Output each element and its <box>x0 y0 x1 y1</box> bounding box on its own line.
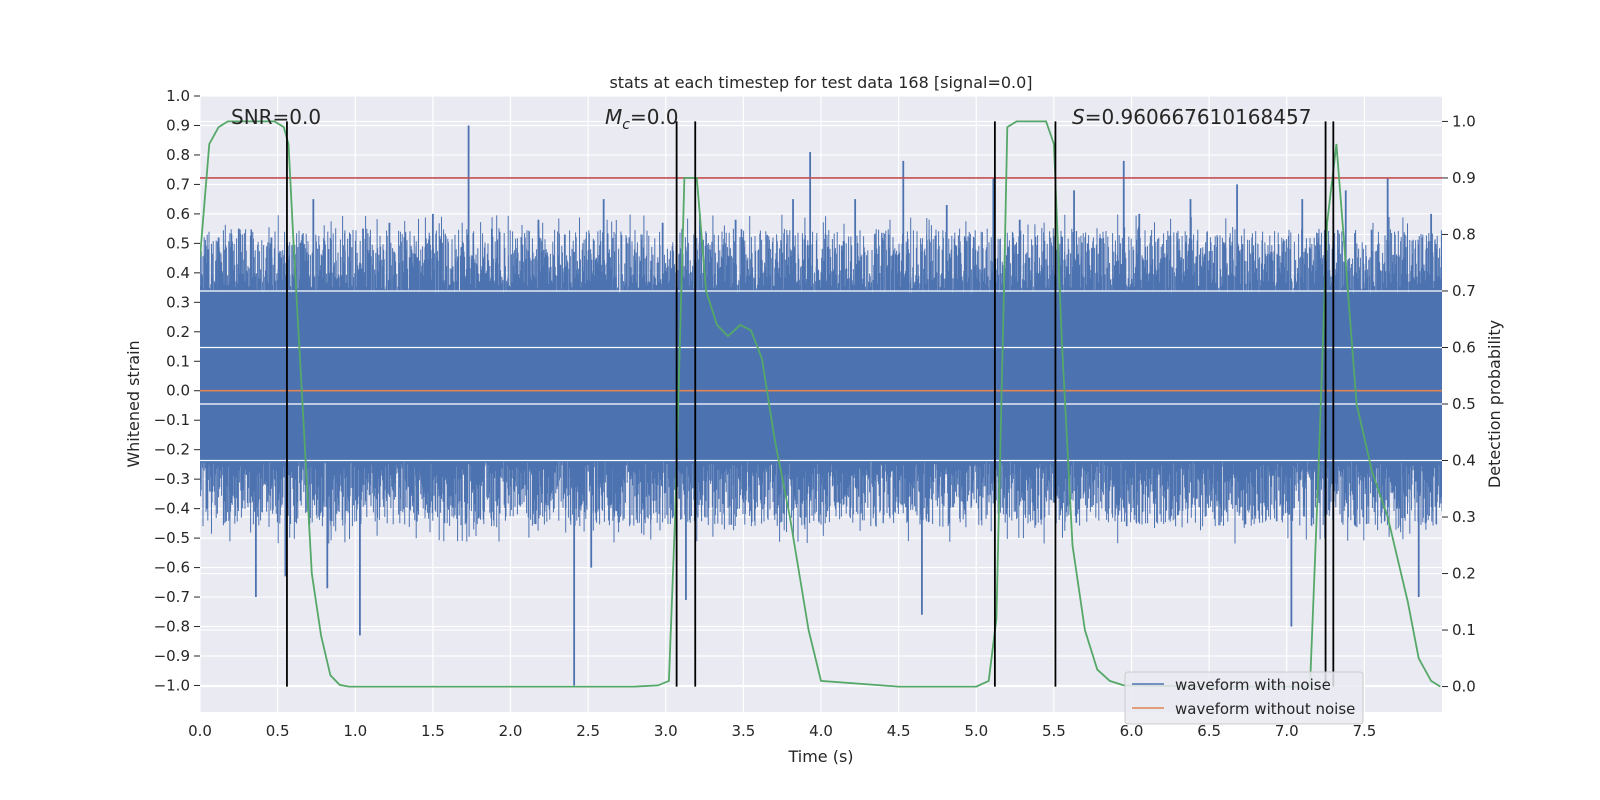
y-tick-label: 0.1 <box>166 352 190 370</box>
y2-axis-ticks: 1.0 0.9 0.8 0.7 0.6 0.5 0.4 0.3 0.2 0.1 0.0 <box>1442 112 1476 696</box>
x-tick-label: 4.0 <box>809 722 833 740</box>
noise-series <box>200 125 1442 686</box>
x-tick-label: 7.0 <box>1275 722 1299 740</box>
y-axis-label: Whitened strain <box>124 340 143 467</box>
y-tick-label: −0.3 <box>154 470 190 488</box>
y-tick-label: 0.6 <box>166 205 190 223</box>
y-tick-label: −0.8 <box>154 618 190 636</box>
chirp-mass-annotation: Mc=0.0 <box>605 105 679 133</box>
legend: waveform with noise waveform without noi… <box>1124 671 1364 725</box>
y2-tick-label: 0.1 <box>1452 621 1476 639</box>
x-tick-label: 3.5 <box>731 722 755 740</box>
chirp-mass-symbol: M <box>605 105 622 129</box>
x-tick-label: 6.0 <box>1120 722 1144 740</box>
y2-tick-label: 0.7 <box>1452 282 1476 300</box>
y-tick-label: 0.7 <box>166 175 190 193</box>
x-axis-ticks: 0.0 0.5 1.0 1.5 2.0 2.5 3.0 3.5 4.0 4.5 5.0 5.5 6.0 6… <box>188 722 1376 740</box>
x-tick-label: 5.0 <box>964 722 988 740</box>
s-annotation: S=0.960667610168457 <box>1072 105 1311 129</box>
x-tick-label: 2.0 <box>499 722 523 740</box>
y-tick-label: −0.6 <box>154 559 190 577</box>
s-symbol: S <box>1072 105 1085 129</box>
y2-tick-label: 0.5 <box>1452 395 1476 413</box>
y-tick-label: 0.5 <box>166 234 190 252</box>
y-tick-label: −0.2 <box>154 441 190 459</box>
y-tick-label: −0.1 <box>154 411 190 429</box>
y2-tick-label: 0.4 <box>1452 452 1476 470</box>
y2-tick-label: 0.6 <box>1452 338 1476 356</box>
x-tick-label: 6.5 <box>1197 722 1221 740</box>
y2-tick-label: 0.3 <box>1452 508 1476 526</box>
y2-tick-label: 0.9 <box>1452 169 1476 187</box>
y2-tick-label: 0.8 <box>1452 225 1476 243</box>
x-tick-label: 0.5 <box>266 722 290 740</box>
y-tick-label: 0.8 <box>166 146 190 164</box>
y-tick-label: −1.0 <box>154 676 190 694</box>
vertical-markers <box>286 121 1335 687</box>
y-tick-label: 0.9 <box>166 116 190 134</box>
x-axis-label: Time (s) <box>787 747 853 766</box>
y-tick-label: 0.4 <box>166 264 190 282</box>
x-tick-label: 2.5 <box>576 722 600 740</box>
chirp-mass-subscript: c <box>622 117 630 133</box>
x-tick-label: 0.0 <box>188 722 212 740</box>
y-tick-label: 1.0 <box>166 87 190 105</box>
x-tick-label: 1.0 <box>343 722 367 740</box>
noise-core <box>200 293 1442 462</box>
y-tick-label: 0.2 <box>166 323 190 341</box>
y-axis-ticks: 1.0 0.9 0.8 0.7 0.6 0.5 0.4 0.3 0.2 0.1 0.0 −0.1 −0.… <box>154 87 200 694</box>
x-tick-label: 5.5 <box>1042 722 1066 740</box>
legend-label-noise: waveform with noise <box>1175 676 1331 694</box>
x-tick-label: 4.5 <box>887 722 911 740</box>
legend-label-clean: waveform without noise <box>1175 700 1355 718</box>
y2-tick-label: 0.0 <box>1452 678 1476 696</box>
legend-box <box>1124 671 1364 725</box>
y-tick-label: −0.4 <box>154 500 190 518</box>
chirp-mass-value: =0.0 <box>630 105 679 129</box>
y-tick-label: 0.0 <box>166 382 190 400</box>
x-tick-label: 3.0 <box>654 722 678 740</box>
y-tick-label: −0.7 <box>154 588 190 606</box>
snr-annotation: SNR=0.0 <box>231 105 321 129</box>
y2-tick-label: 1.0 <box>1452 112 1476 130</box>
y-tick-label: 0.3 <box>166 293 190 311</box>
x-tick-label: 1.5 <box>421 722 445 740</box>
chart-title: stats at each timestep for test data 168… <box>609 73 1032 92</box>
y2-tick-label: 0.2 <box>1452 565 1476 583</box>
s-value: =0.960667610168457 <box>1085 105 1312 129</box>
y2-axis-label: Detection probability <box>1485 320 1504 488</box>
y-tick-label: −0.9 <box>154 647 190 665</box>
x-tick-label: 7.5 <box>1352 722 1376 740</box>
y-tick-label: −0.5 <box>154 529 190 547</box>
